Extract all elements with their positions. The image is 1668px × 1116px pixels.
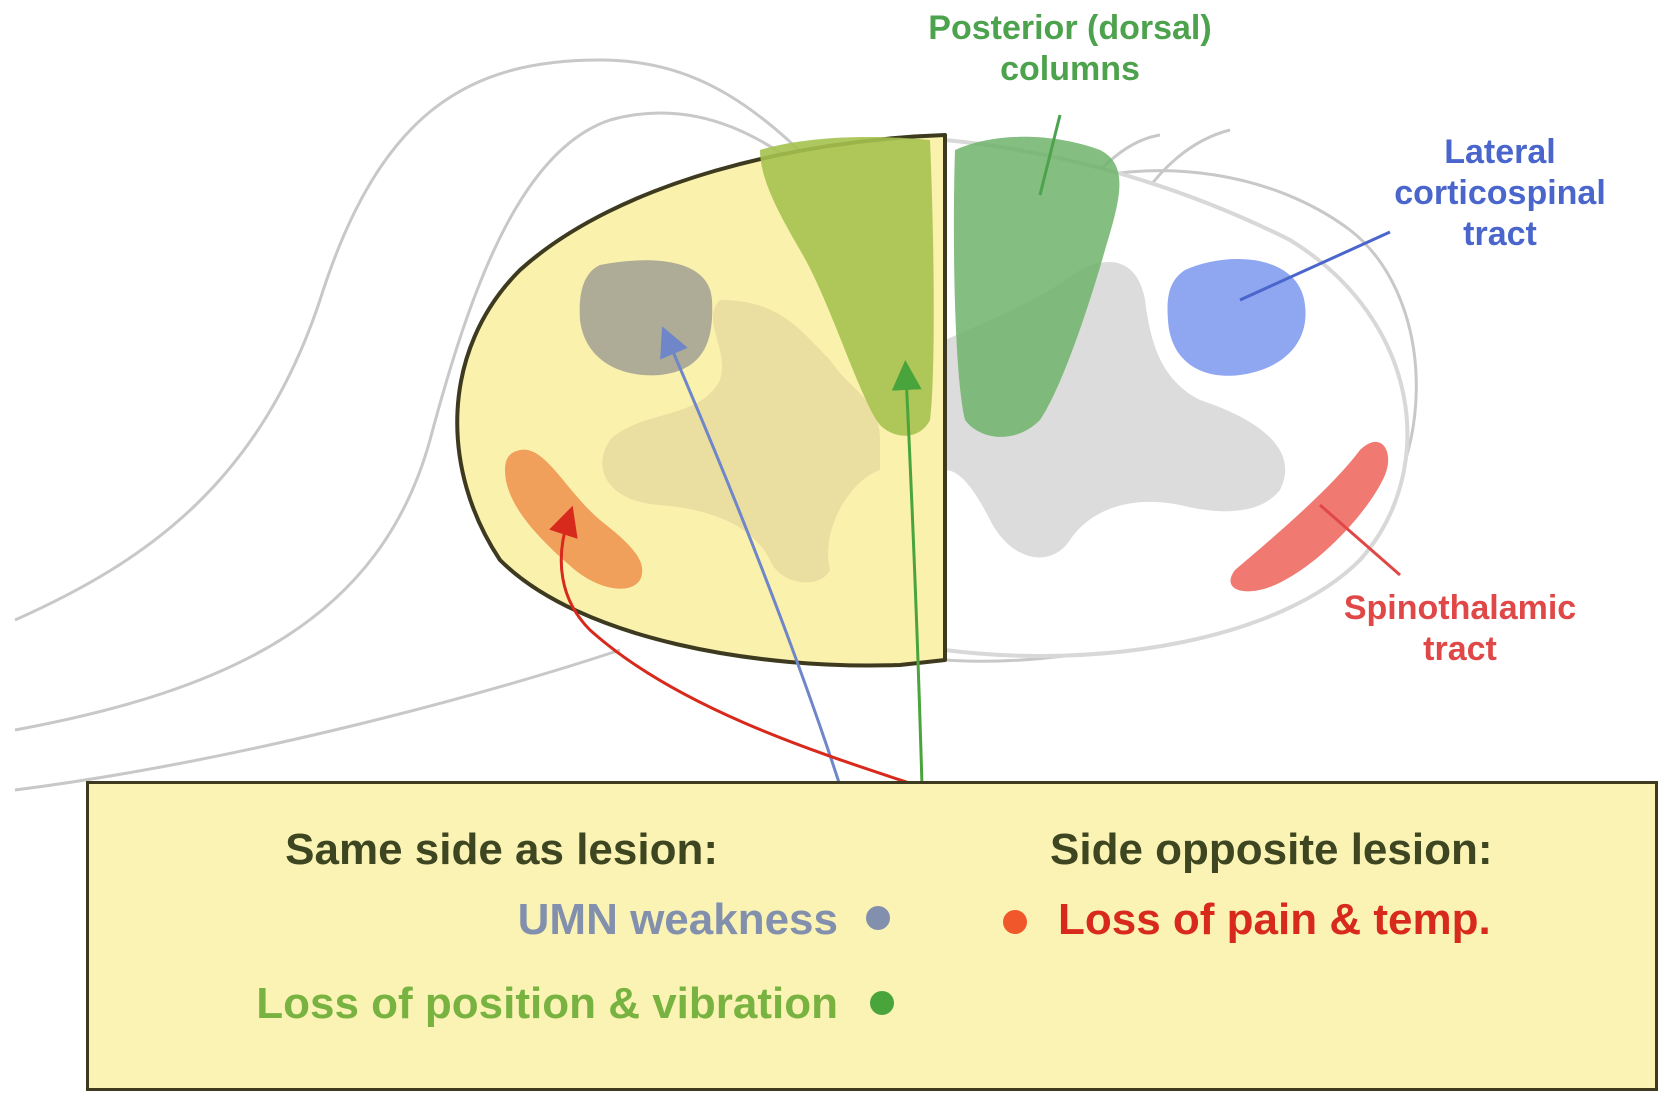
- label-lateral-line3: tract: [1463, 214, 1537, 253]
- label-lateral-line2: corticospinal: [1394, 173, 1606, 212]
- dorsal-columns-left[interactable]: [760, 137, 934, 436]
- pointer-corticospinal: [1239, 230, 1391, 302]
- label-posterior-columns: Posterior (dorsal) columns: [900, 8, 1240, 90]
- pain-temp-label: Loss of pain & temp.: [1058, 895, 1491, 944]
- corticospinal-tract-left[interactable]: [579, 260, 713, 376]
- gray-matter-left: [602, 300, 880, 583]
- label-lateral-corticospinal: Lateral corticospinal tract: [1350, 132, 1650, 254]
- label-posterior-line1: Posterior (dorsal): [928, 9, 1212, 47]
- position-vibration-label: Loss of position & vibration: [256, 979, 838, 1028]
- corticospinal-tract-right[interactable]: [1167, 259, 1306, 376]
- same-side-title: Same side as lesion:: [285, 825, 718, 874]
- spinothalamic-tract-right[interactable]: [1230, 441, 1389, 592]
- pointer-dorsal-columns: [1038, 114, 1062, 196]
- label-posterior-line2: columns: [1000, 49, 1140, 88]
- label-spino-line1: Spinothalamic: [1343, 589, 1577, 627]
- opposite-side-title: Side opposite lesion:: [1050, 825, 1493, 874]
- pointer-spinothalamic: [1319, 503, 1401, 577]
- umn-weakness-label: UMN weakness: [517, 895, 838, 944]
- label-spino-line2: tract: [1423, 629, 1497, 668]
- dorsal-columns-right[interactable]: [953, 136, 1120, 437]
- label-lateral-line1: Lateral: [1444, 133, 1556, 171]
- label-spinothalamic: Spinothalamic tract: [1300, 588, 1620, 670]
- deficit-summary-box: [86, 781, 1658, 1091]
